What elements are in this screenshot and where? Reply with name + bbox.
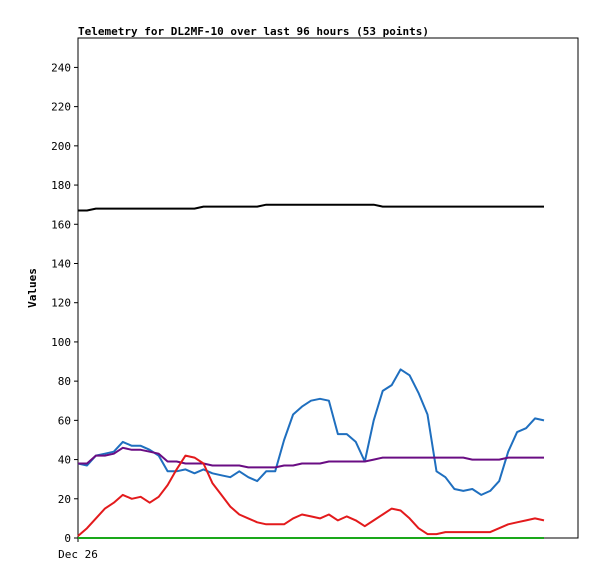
y-tick-label: 140 xyxy=(51,257,71,270)
y-tick-label: 240 xyxy=(51,61,71,74)
y-tick-label: 120 xyxy=(51,297,71,310)
y-tick-label: 0 xyxy=(64,532,71,545)
y-axis-label: Values xyxy=(26,268,39,308)
plot-frame xyxy=(77,37,579,539)
y-tick-label: 40 xyxy=(58,454,71,467)
series-blue-line xyxy=(77,368,545,496)
y-tick-label: 20 xyxy=(58,493,71,506)
chart-title: Telemetry for DL2MF-10 over last 96 hour… xyxy=(78,25,429,38)
y-tick-label: 220 xyxy=(51,101,71,114)
series-black-line xyxy=(78,203,544,212)
y-tick-label: 80 xyxy=(58,375,71,388)
y-tick-label: 100 xyxy=(51,336,71,349)
y-tick-label: 60 xyxy=(58,414,71,427)
y-tick-label: 180 xyxy=(51,179,71,192)
y-axis: 0 20 40 60 80 100 120 140 160 180 200 220 240 xyxy=(51,61,78,545)
x-tick-label: Dec 26 xyxy=(58,548,98,561)
series-purple-line xyxy=(78,446,544,469)
y-tick-label: 200 xyxy=(51,140,71,153)
series-layer xyxy=(77,203,545,539)
series-red-line xyxy=(77,454,545,537)
y-tick-label: 160 xyxy=(51,218,71,231)
